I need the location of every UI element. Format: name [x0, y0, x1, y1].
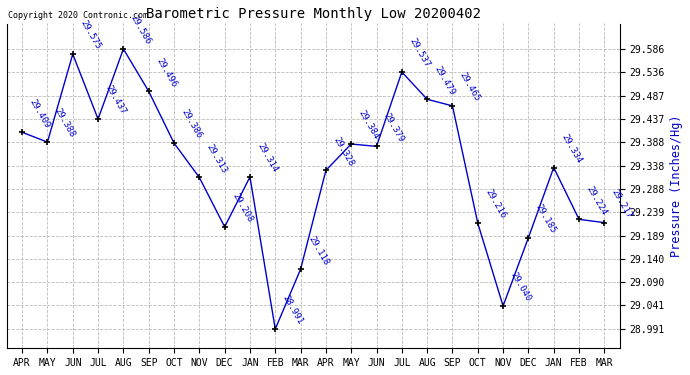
Text: 29.040: 29.040: [509, 271, 533, 303]
Text: 29.537: 29.537: [407, 37, 431, 69]
Text: 29.313: 29.313: [205, 142, 229, 175]
Text: 29.224: 29.224: [584, 184, 609, 217]
Text: 29.575: 29.575: [78, 19, 102, 51]
Text: 29.388: 29.388: [53, 107, 77, 140]
Text: 29.118: 29.118: [306, 234, 330, 267]
Text: 29.437: 29.437: [104, 84, 128, 116]
Text: 29.479: 29.479: [433, 64, 457, 96]
Text: 29.386: 29.386: [179, 108, 204, 140]
Text: 28.991: 28.991: [281, 294, 305, 326]
Text: 29.409: 29.409: [28, 97, 52, 129]
Text: 29.208: 29.208: [230, 192, 254, 224]
Text: 29.496: 29.496: [155, 56, 178, 88]
Text: 29.384: 29.384: [357, 109, 381, 141]
Text: Copyright 2020 Contronic.com: Copyright 2020 Contronic.com: [8, 11, 148, 20]
Text: 29.217: 29.217: [610, 188, 634, 220]
Text: 29.314: 29.314: [255, 142, 279, 174]
Text: 29.216: 29.216: [483, 188, 507, 220]
Text: 29.334: 29.334: [560, 132, 583, 165]
Text: 29.465: 29.465: [458, 70, 482, 103]
Text: 29.185: 29.185: [534, 202, 558, 235]
Y-axis label: Pressure (Inches/Hg): Pressure (Inches/Hg): [670, 115, 683, 257]
Text: 29.328: 29.328: [331, 135, 355, 168]
Text: 29.586: 29.586: [129, 14, 153, 46]
Title: Barometric Pressure Monthly Low 20200402: Barometric Pressure Monthly Low 20200402: [146, 7, 481, 21]
Text: 29.379: 29.379: [382, 111, 406, 144]
